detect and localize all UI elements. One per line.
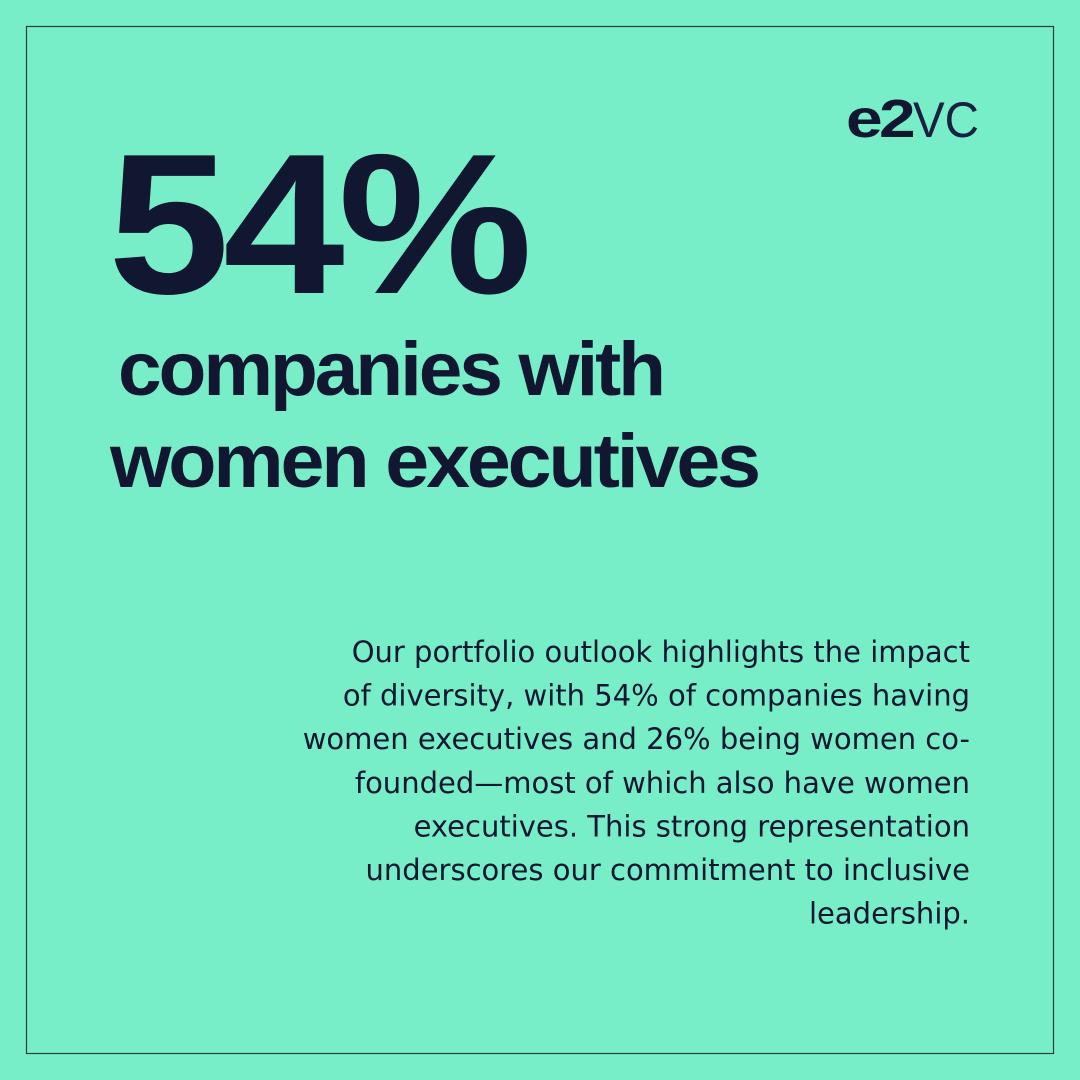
body-line: underscores our commitment to inclusive — [366, 853, 970, 887]
body-line: women executives and 26% being women co- — [303, 722, 970, 756]
logo-mark: e2 — [846, 89, 913, 149]
frame — [25, 25, 1055, 1055]
subheadline: companies with — [118, 327, 663, 412]
body-line: leadership. — [809, 897, 970, 931]
body-line: founded—most of which also have women — [355, 766, 970, 800]
body-line: Our portfolio outlook highlights the imp… — [352, 635, 970, 669]
body-line: of diversity, with 54% of companies havi… — [343, 679, 970, 713]
subheadline: women executives — [109, 419, 759, 504]
body-line: executives. This strong representation — [414, 809, 970, 843]
headline: 54% — [108, 113, 527, 336]
logo-text: VC — [913, 92, 979, 148]
body-text: Our portfolio outlook highlights the imp… — [303, 635, 970, 931]
